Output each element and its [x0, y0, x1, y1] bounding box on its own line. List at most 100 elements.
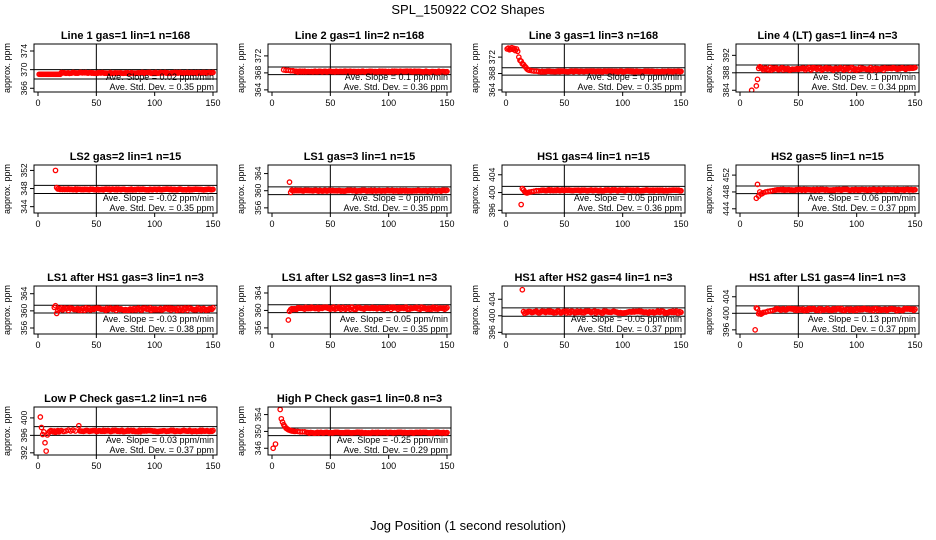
panel-title: Line 2 gas=1 lin=2 n=168 — [295, 30, 424, 42]
x-tick-label: 100 — [615, 340, 630, 350]
x-tick-label: 0 — [737, 340, 742, 350]
data-point — [507, 46, 514, 52]
plot-frame — [267, 43, 452, 93]
data-points — [752, 305, 918, 333]
data-points — [285, 304, 450, 323]
x-tick-label: 150 — [673, 98, 688, 108]
plot-frame — [267, 164, 452, 214]
data-points — [748, 63, 918, 92]
panel-10: LS1 after LS2 gas=3 lin=1 n=3 approx. ppm… — [236, 272, 455, 350]
data-point — [753, 83, 760, 89]
ave-slope-text: Ave. Slope = 0.05 ppm/min — [340, 314, 448, 324]
x-tick-label: 100 — [381, 461, 396, 471]
ave-std-dev-text: Ave. Std. Dev. = 0.37 ppm — [110, 445, 214, 455]
y-tick-label: 364 — [487, 83, 497, 97]
x-tick-label: 100 — [849, 340, 864, 350]
ave-slope-text: Ave. Slope = 0.1 ppm/min — [813, 72, 916, 82]
x-tick-label: 150 — [907, 98, 922, 108]
data-point — [210, 186, 216, 193]
data-point — [210, 305, 216, 311]
y-axis-label: approx. ppm — [470, 285, 480, 335]
y-tick-label: 396 — [487, 203, 497, 217]
ave-slope-text: Ave. Slope = 0.03 ppm/min — [106, 435, 214, 445]
x-tick-label: 150 — [907, 219, 922, 229]
x-tick-label: 150 — [439, 98, 454, 108]
data-point — [53, 310, 60, 317]
x-tick-label: 100 — [147, 219, 162, 229]
y-tick-label: 346 — [253, 441, 263, 455]
data-points — [504, 44, 684, 75]
y-tick-label: 356 — [253, 321, 263, 335]
x-tick-label: 50 — [559, 340, 569, 350]
y-axis-label: approx. ppm — [236, 285, 246, 335]
data-point — [38, 424, 45, 431]
y-tick-label: 360 — [19, 303, 29, 317]
y-tick-label: 348 — [19, 181, 29, 195]
data-point — [518, 201, 525, 208]
y-tick-label: 354 — [253, 407, 263, 421]
ave-std-dev-text: Ave. Std. Dev. = 0.34 ppm — [812, 82, 916, 92]
y-tick-label: 396 — [721, 323, 731, 337]
panel-title: LS1 after HS1 gas=3 lin=1 n=3 — [47, 272, 204, 284]
data-points — [51, 302, 216, 317]
y-tick-label: 400 — [487, 308, 497, 322]
panel-title: Line 3 gas=1 lin=3 n=168 — [529, 30, 658, 42]
x-tick-label: 0 — [503, 340, 508, 350]
ave-std-dev-text: Ave. Std. Dev. = 0.36 ppm — [578, 203, 682, 213]
x-tick-label: 0 — [737, 98, 742, 108]
plot-frame — [501, 43, 686, 93]
panel-3: Line 3 gas=1 lin=3 n=168 approx. ppm 0 50 10… — [470, 30, 689, 108]
x-tick-label: 50 — [91, 340, 101, 350]
data-point — [754, 76, 761, 83]
x-tick-label: 50 — [793, 340, 803, 350]
x-tick-label: 100 — [381, 98, 396, 108]
data-point — [286, 179, 293, 185]
x-tick-label: 0 — [35, 98, 40, 108]
ave-std-dev-text: Ave. Std. Dev. = 0.37 ppm — [812, 203, 916, 213]
y-tick-label: 400 — [487, 185, 497, 199]
x-tick-label: 50 — [325, 340, 335, 350]
x-tick-label: 150 — [439, 461, 454, 471]
y-tick-label: 396 — [19, 428, 29, 442]
data-points — [52, 167, 216, 193]
y-tick-label: 448 — [721, 185, 731, 199]
data-point — [444, 304, 450, 311]
x-tick-label: 50 — [91, 219, 101, 229]
data-point — [912, 186, 918, 193]
data-point — [514, 48, 521, 55]
ave-std-dev-text: Ave. Std. Dev. = 0.35 ppm — [344, 203, 448, 213]
data-point — [444, 187, 450, 194]
data-point — [519, 286, 526, 293]
panel-8: HS2 gas=5 lin=1 n=15 approx. ppm 0 50 100 150… — [704, 151, 923, 229]
panel-title: Low P Check gas=1.2 lin=1 n=6 — [44, 393, 207, 405]
x-tick-label: 150 — [205, 340, 220, 350]
x-tick-label: 0 — [737, 219, 742, 229]
y-tick-label: 392 — [19, 445, 29, 459]
ave-std-dev-text: Ave. Std. Dev. = 0.38 ppm — [110, 324, 214, 334]
data-point — [910, 307, 917, 314]
panel-title: LS1 after LS2 gas=3 lin=1 n=3 — [282, 272, 438, 284]
y-axis-label: approx. ppm — [470, 164, 480, 214]
y-axis-label: approx. ppm — [704, 164, 714, 214]
figure-xlabel: Jog Position (1 second resolution) — [370, 518, 566, 533]
x-tick-label: 50 — [325, 98, 335, 108]
y-tick-label: 364 — [253, 286, 263, 300]
y-tick-label: 364 — [253, 83, 263, 97]
x-tick-label: 150 — [205, 219, 220, 229]
y-axis-label: approx. ppm — [2, 406, 12, 456]
data-point — [515, 54, 522, 60]
data-point — [210, 427, 216, 434]
plot-frame — [501, 164, 686, 214]
ave-slope-text: Ave. Slope = -0.05 ppm/min — [571, 314, 682, 324]
y-axis-label: approx. ppm — [704, 43, 714, 93]
panel-title: HS2 gas=5 lin=1 n=15 — [771, 151, 884, 163]
x-tick-label: 150 — [673, 219, 688, 229]
x-tick-label: 100 — [381, 340, 396, 350]
y-axis-label: approx. ppm — [2, 164, 12, 214]
panel-4: Line 4 (LT) gas=1 lin=4 n=3 approx. ppm 0 5… — [704, 30, 923, 108]
y-tick-label: 368 — [487, 66, 497, 80]
panel-1: Line 1 gas=1 lin=1 n=168 approx. ppm 0 50 10… — [2, 30, 221, 108]
y-axis-label: approx. ppm — [2, 43, 12, 93]
y-tick-label: 364 — [19, 286, 29, 300]
